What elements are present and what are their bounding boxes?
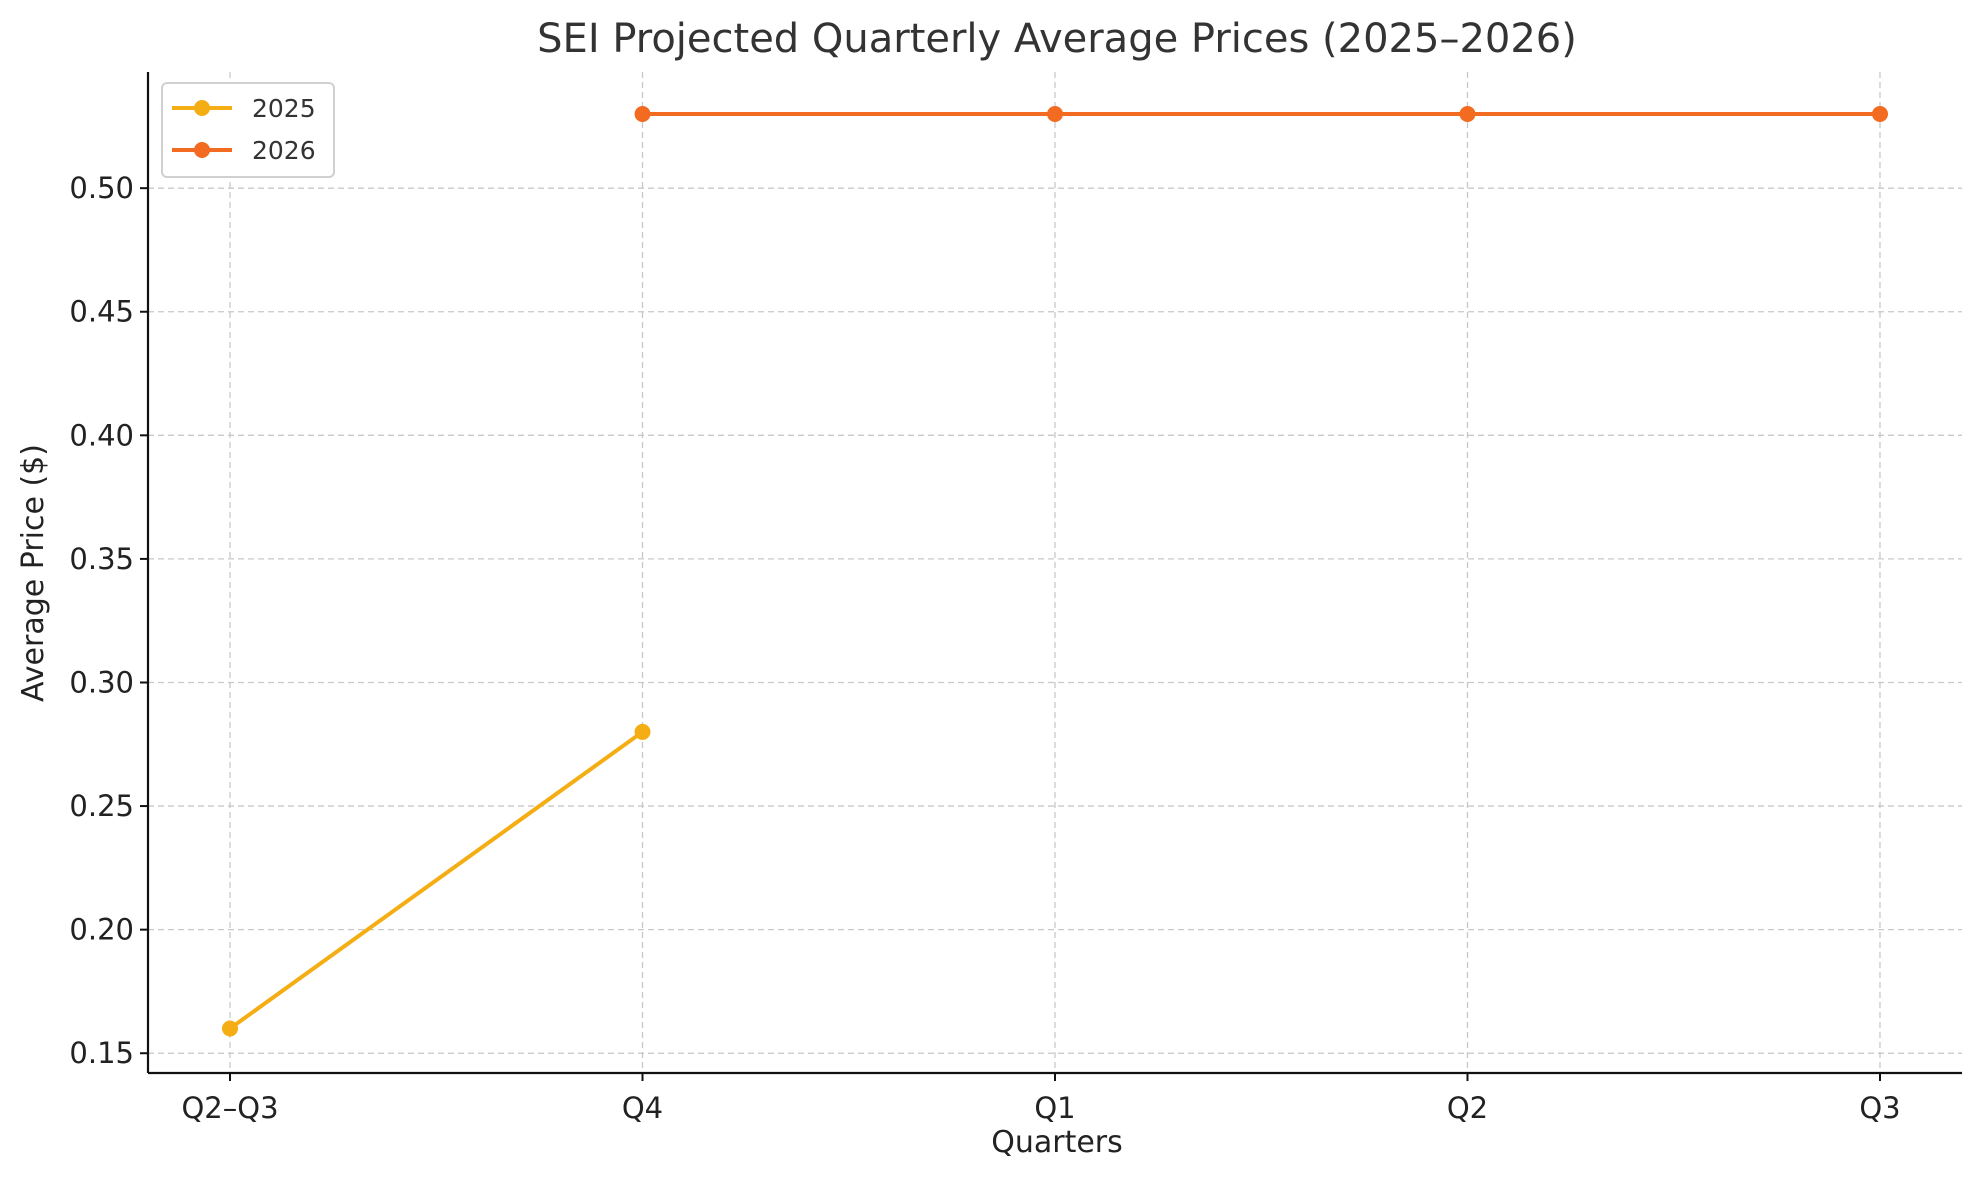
y-axis-label: Average Price ($) xyxy=(16,444,51,702)
data-point-2026 xyxy=(634,106,651,123)
legend-marker-2025 xyxy=(194,100,210,116)
y-tick-label: 0.50 xyxy=(69,171,134,205)
legend-marker-2026 xyxy=(194,142,210,158)
legend-label-2025: 2025 xyxy=(252,94,316,123)
x-axis-label: Quarters xyxy=(991,1125,1123,1160)
data-point-2026 xyxy=(1459,106,1476,123)
chart-title: SEI Projected Quarterly Average Prices (… xyxy=(537,16,1577,62)
series-layer xyxy=(222,106,1888,1037)
series-line-2025 xyxy=(228,729,645,1031)
x-tick-label: Q4 xyxy=(622,1091,663,1125)
y-tick-label: 0.45 xyxy=(69,295,134,329)
data-point-2026 xyxy=(1047,106,1063,123)
data-point-2026 xyxy=(1872,106,1888,123)
grid xyxy=(148,72,1962,1073)
y-tick-label: 0.35 xyxy=(69,542,134,576)
y-tick-label: 0.25 xyxy=(69,789,134,823)
y-tick-label: 0.20 xyxy=(69,913,134,947)
data-point-2025 xyxy=(634,723,651,740)
x-tick-label: Q1 xyxy=(1034,1091,1075,1125)
x-tick-label: Q2–Q3 xyxy=(181,1091,278,1125)
y-tick-label: 0.15 xyxy=(69,1036,134,1070)
legend: 2025 2026 xyxy=(161,82,335,178)
x-tick-label: Q2 xyxy=(1447,1091,1488,1125)
data-point-2025 xyxy=(222,1020,238,1037)
y-tick-label: 0.30 xyxy=(69,665,134,699)
x-tick-label: Q3 xyxy=(1859,1091,1900,1125)
legend-label-2026: 2026 xyxy=(252,136,316,165)
axes: 0.15 0.20 0.25 0.30 0.35 0.40 0.45 0.50 Q2–Q3 Q4 Q… xyxy=(69,72,1962,1125)
y-tick-label: 0.40 xyxy=(69,418,134,452)
